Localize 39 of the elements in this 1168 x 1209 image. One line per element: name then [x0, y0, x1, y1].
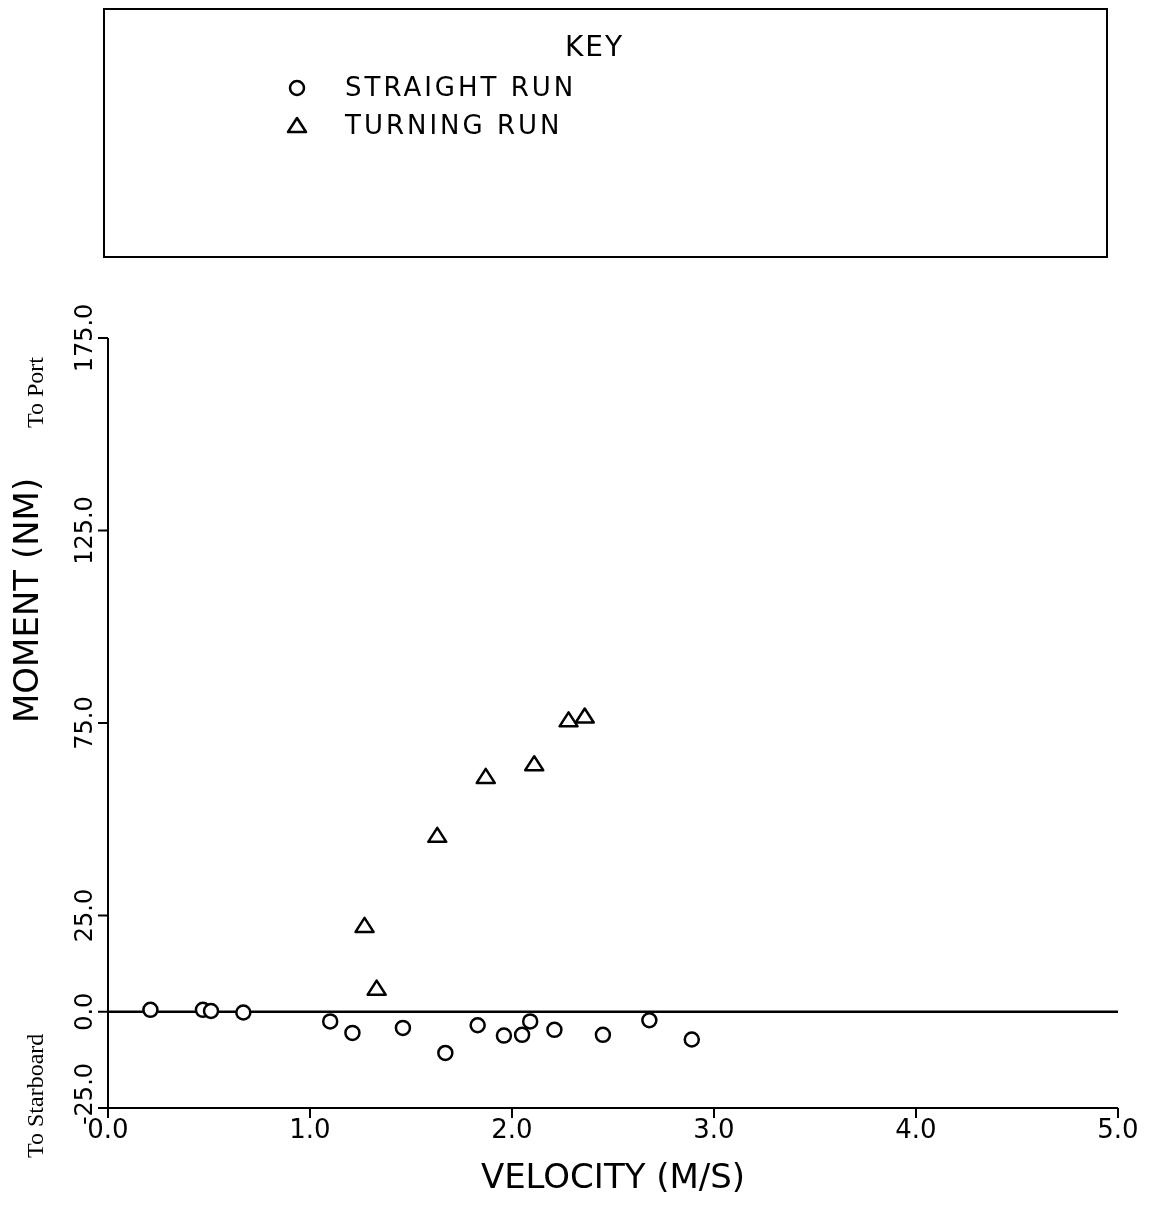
point — [469, 1016, 486, 1034]
point — [574, 707, 595, 724]
point — [513, 1026, 531, 1044]
point — [546, 1021, 563, 1039]
y-tick-label: 175.0 — [70, 303, 98, 373]
x-axis-title: VELOCITY (M/S) — [480, 1156, 746, 1196]
point — [683, 1031, 701, 1048]
point — [523, 754, 545, 772]
point — [558, 711, 579, 728]
point — [475, 767, 496, 785]
y-tick-label: 0.0 — [70, 992, 98, 1031]
point — [641, 1011, 658, 1029]
point — [594, 1026, 612, 1044]
y-tick-label: 75.0 — [70, 696, 98, 750]
y-tick-label: 25.0 — [70, 888, 98, 943]
x-tick-label: 4.0 — [895, 1114, 937, 1145]
legend-label: STRAIGHT RUN — [345, 72, 577, 102]
text: To Port — [22, 357, 49, 428]
point — [354, 916, 375, 934]
x-tick-label: 2.0 — [491, 1114, 533, 1145]
text: To Starboard — [22, 1033, 49, 1158]
x-tick-label: 1.0 — [289, 1114, 331, 1145]
legend-label: TURNING RUN — [345, 110, 563, 140]
point — [366, 979, 387, 996]
point — [437, 1044, 454, 1062]
point — [521, 1013, 539, 1030]
point — [142, 1001, 159, 1019]
legend-title: KEY — [565, 30, 625, 63]
x-tick-label: 3.0 — [693, 1114, 735, 1145]
point — [235, 1004, 252, 1021]
x-tick-label: 5.0 — [1097, 1114, 1139, 1145]
point — [202, 1002, 220, 1020]
point — [495, 1027, 513, 1044]
y-axis-title: MOMENT (NM) — [6, 477, 47, 723]
point — [427, 826, 448, 844]
y-tick-label: 125.0 — [70, 496, 98, 565]
point — [344, 1024, 361, 1042]
point — [394, 1019, 412, 1037]
point — [321, 1013, 339, 1030]
